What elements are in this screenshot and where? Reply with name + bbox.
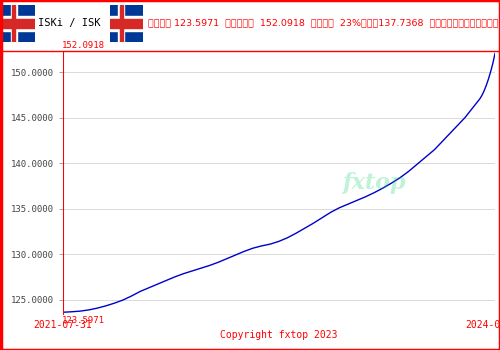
Bar bbox=[2, 19, 35, 28]
Text: ISKi / ISK: ISKi / ISK bbox=[38, 18, 100, 28]
Text: पहला 123.5971  अंतिम  152.0918  अंतर  23%औसत137.7368  परिवर्तनशीलता: पहला 123.5971 अंतिम 152.0918 अंतर 23%औसत… bbox=[148, 18, 500, 27]
Bar bbox=[120, 5, 122, 42]
Text: fxtop: fxtop bbox=[342, 172, 406, 194]
Text: 152.0918: 152.0918 bbox=[62, 41, 105, 50]
Text: 123.5971: 123.5971 bbox=[62, 316, 105, 324]
Bar bbox=[118, 5, 124, 42]
Text: Copyright fxtop 2023: Copyright fxtop 2023 bbox=[220, 329, 338, 340]
Bar bbox=[2, 16, 35, 31]
Bar bbox=[12, 5, 15, 42]
Bar bbox=[10, 5, 17, 42]
Bar bbox=[110, 19, 142, 28]
Bar bbox=[110, 16, 142, 31]
